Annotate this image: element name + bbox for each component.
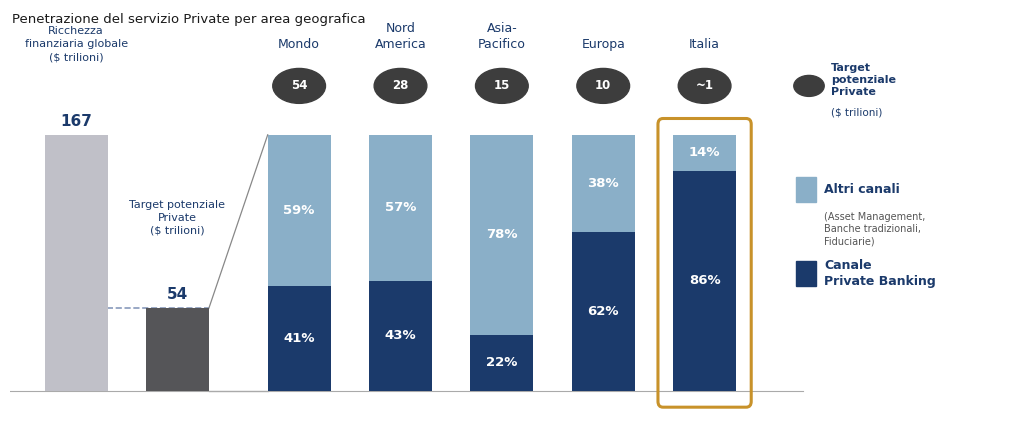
Ellipse shape <box>272 69 326 103</box>
Bar <box>673 171 736 391</box>
Text: 62%: 62% <box>588 305 618 318</box>
Text: 43%: 43% <box>385 329 417 342</box>
Text: 41%: 41% <box>284 332 315 345</box>
Text: Italia: Italia <box>689 38 720 51</box>
Text: 28: 28 <box>392 79 409 92</box>
Text: Nord
America: Nord America <box>375 22 426 51</box>
Bar <box>45 135 108 391</box>
Ellipse shape <box>475 69 528 103</box>
Text: Asia-
Pacifico: Asia- Pacifico <box>478 22 525 51</box>
Text: 86%: 86% <box>689 274 721 287</box>
Text: 14%: 14% <box>689 146 720 159</box>
Text: Ricchezza
finanziaria globale
($ trilioni): Ricchezza finanziaria globale ($ trilion… <box>25 26 128 63</box>
Text: 54: 54 <box>291 79 307 92</box>
Text: 22%: 22% <box>486 356 517 369</box>
Bar <box>796 177 816 202</box>
Text: Target
potenziale
Private: Target potenziale Private <box>831 63 896 97</box>
Text: ($ trilioni): ($ trilioni) <box>831 108 883 118</box>
Bar <box>796 260 816 286</box>
Bar <box>369 135 432 281</box>
Text: 59%: 59% <box>284 204 314 217</box>
Text: 78%: 78% <box>486 228 517 241</box>
Text: 15: 15 <box>494 79 510 92</box>
Ellipse shape <box>678 69 731 103</box>
Bar <box>369 281 432 391</box>
Ellipse shape <box>374 69 427 103</box>
Text: Mondo: Mondo <box>279 38 321 51</box>
Text: Penetrazione del servizio Private per area geografica: Penetrazione del servizio Private per ar… <box>12 13 366 26</box>
Bar <box>146 308 209 391</box>
Text: Target potenziale
Private
($ trilioni): Target potenziale Private ($ trilioni) <box>129 199 225 236</box>
Text: Altri canali: Altri canali <box>824 183 900 196</box>
Bar <box>571 135 635 232</box>
Bar <box>673 135 736 171</box>
Ellipse shape <box>577 69 630 103</box>
Ellipse shape <box>794 76 824 97</box>
Text: Europa: Europa <box>582 38 626 51</box>
Text: 38%: 38% <box>588 177 620 190</box>
Text: ~1: ~1 <box>695 79 714 92</box>
Bar <box>267 286 331 391</box>
Text: Canale
Private Banking: Canale Private Banking <box>824 259 936 288</box>
Bar <box>267 135 331 286</box>
Text: 10: 10 <box>595 79 611 92</box>
Text: 167: 167 <box>60 114 92 129</box>
Bar <box>470 135 534 335</box>
Text: 54: 54 <box>167 287 188 302</box>
Text: (Asset Management,
Banche tradizionali,
Fiduciarie): (Asset Management, Banche tradizionali, … <box>824 211 926 246</box>
Bar <box>470 335 534 391</box>
Text: 57%: 57% <box>385 201 416 214</box>
Bar <box>571 232 635 391</box>
